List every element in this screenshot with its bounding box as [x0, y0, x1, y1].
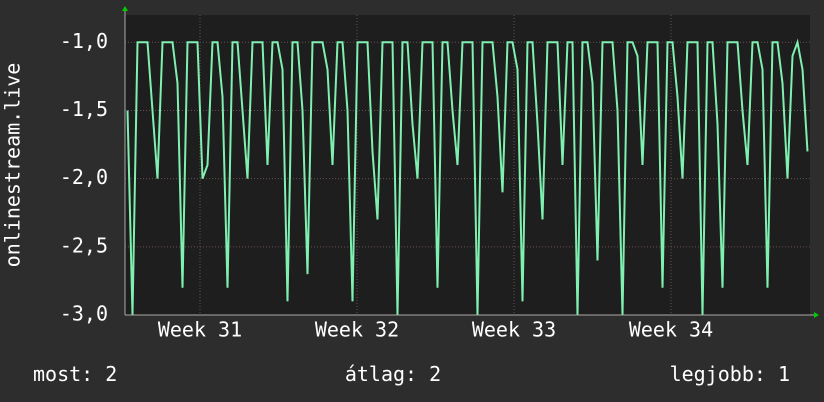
x-tick-label: Week 33	[472, 318, 556, 342]
y-tick-label: -3,0	[60, 302, 108, 326]
x-tick-label: Week 34	[629, 318, 713, 342]
y-tick-label: -2,0	[60, 165, 108, 189]
data-line	[126, 38, 809, 316]
axis-arrow	[814, 312, 819, 318]
axis-arrow	[122, 6, 128, 11]
legend-stat: átlag: 2	[345, 362, 441, 386]
x-tick-label: Week 31	[158, 318, 242, 342]
stat-value: 2	[105, 362, 117, 386]
stat-label: átlag:	[345, 362, 417, 386]
stat-value: 2	[429, 362, 441, 386]
legend-stat: most: 2	[33, 362, 117, 386]
stat-label: legjobb:	[670, 362, 766, 386]
stat-label: most:	[33, 362, 93, 386]
legend-stat: legjobb: 1	[670, 362, 790, 386]
y-axis-label: onlinestream.live	[1, 63, 25, 268]
y-tick-label: -2,5	[60, 233, 108, 257]
y-tick-label: -1,0	[60, 29, 108, 53]
y-tick-label: -1,5	[60, 97, 108, 121]
x-tick-label: Week 32	[315, 318, 399, 342]
stat-value: 1	[778, 362, 790, 386]
